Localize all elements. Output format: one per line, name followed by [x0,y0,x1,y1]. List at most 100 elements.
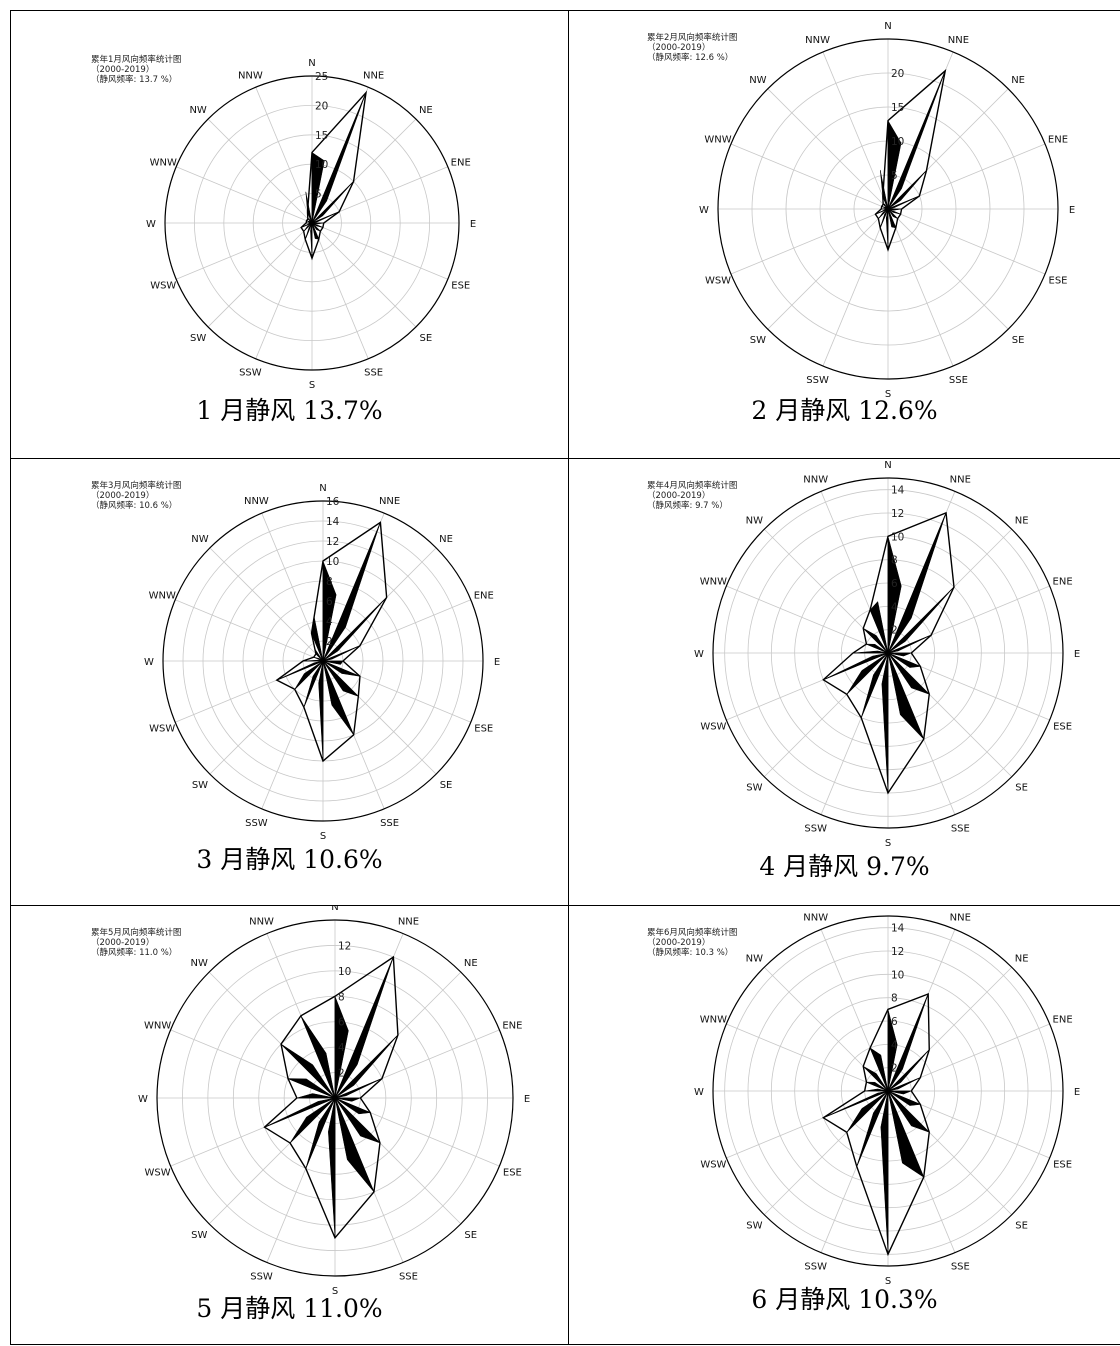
direction-label-N: N [884,906,891,909]
grid-spoke [730,208,889,275]
radial-tick-label: 10 [326,556,339,568]
month-panel-4: 累年4月风向频率统计图 （2000-2019） （静风频率: 9.7 %） 2 4 6 8 1… [568,458,1120,906]
petal-edge [887,195,920,210]
petal-edge [879,208,889,229]
direction-label-WNW: WNW [149,590,176,601]
petal-edge [311,92,367,224]
direction-label-N: N [884,21,891,32]
direction-label-SW: SW [190,333,206,344]
radial-tick-label: 15 [315,130,328,142]
direction-label-WNW: WNW [144,1021,171,1032]
grid-spoke [767,208,889,330]
direction-label-SSE: SSE [380,818,399,829]
calm-wind-caption: 1 月静风 13.7% [196,396,383,425]
direction-label-E: E [524,1094,530,1105]
direction-label-NNE: NNE [363,70,384,81]
direction-label-SW: SW [746,1221,762,1232]
direction-label-ESE: ESE [451,281,470,292]
month-panel-2: 累年2月风向频率统计图 （2000-2019） （静风频率: 12.6 %） 5 10 1… [568,10,1120,459]
grid-spoke [887,208,1009,330]
radial-tick-label: 14 [891,923,905,935]
petal-edge [887,1077,921,1092]
direction-label-W: W [694,1087,704,1098]
calm-wind-caption: 5 月静风 11.0% [196,1294,383,1323]
calm-wind-caption: 4 月静风 9.7% [759,852,930,881]
grid-spoke [726,585,889,654]
petal-edge [280,1043,336,1099]
outer-circle [717,38,1059,380]
radial-tick-label: 2 [891,625,898,637]
chart-calm-note: （静风频率: 10.3 %） [647,948,734,958]
direction-label-ENE: ENE [1053,577,1073,588]
direction-label-SE: SE [1012,335,1025,346]
grid-spoke [207,118,313,224]
direction-label-WNW: WNW [704,135,731,146]
chart-calm-note: （静风频率: 13.7 %） [91,75,178,85]
radial-tick-label: 10 [891,136,904,148]
petal-edge [846,1090,889,1133]
direction-label-SSW: SSW [250,1271,273,1282]
direction-label-E: E [494,657,500,668]
direction-label-W: W [694,649,704,660]
direction-label-NNW: NNW [249,917,274,928]
direction-label-E: E [1074,1087,1080,1098]
direction-label-NNE: NNE [948,35,969,46]
grid-spoke [176,222,313,280]
chart-header: 累年5月风向频率统计图 （2000-2019） （静风频率: 11.0 %） [91,928,181,958]
chart-calm-note: （静风频率: 9.7 %） [647,501,728,511]
petal-edge [322,645,361,662]
calm-wind-caption: 3 月静风 10.6% [196,845,383,874]
radial-tick-label: 4 [326,616,333,628]
chart-header: 累年4月风向频率统计图 （2000-2019） （静风频率: 9.7 %） [647,481,737,511]
center-dot [332,1095,338,1101]
month-panel-5: 累年5月风向频率统计图 （2000-2019） （静风频率: 11.0 %） 2 4 6 8… [10,905,569,1345]
radial-tick-label: 6 [338,1017,345,1029]
month-panel-3: 累年3月风向频率统计图 （2000-2019） （静风频率: 10.6 %） 2 4 6 8… [10,458,569,906]
direction-label-ESE: ESE [474,724,493,735]
radial-tick-label: 5 [891,170,898,182]
petal-edge [860,652,889,718]
grid-spoke [176,166,313,224]
direction-label-SE: SE [1015,783,1028,794]
grid-spoke [209,547,324,662]
grid-spoke [175,599,324,662]
petal-edge [334,1078,383,1099]
radial-tick-label: 2 [891,1063,898,1075]
chart-title: 累年6月风向频率统计图 [647,928,738,938]
radial-tick-label: 12 [891,508,904,520]
direction-label-SSW: SSW [806,375,829,386]
direction-label-NNE: NNE [398,917,419,928]
direction-label-E: E [470,219,476,230]
petal-edge [294,660,324,690]
direction-label-NW: NW [189,105,206,116]
petal-edge [311,633,324,662]
grid-spoke [730,143,889,210]
radial-tick-label: 12 [891,946,904,958]
direction-label-NNW: NNW [244,496,269,507]
direction-label-ENE: ENE [502,1021,522,1032]
chart-subtitle: （2000-2019） [91,491,155,501]
direction-label-NNW: NNW [805,35,830,46]
petal-edge [887,170,927,210]
direction-label-SE: SE [420,333,433,344]
direction-label-NE: NE [1015,515,1029,526]
direction-label-WNW: WNW [700,577,727,588]
petal-edge [334,956,394,1099]
direction-label-NNW: NNW [803,912,828,923]
grid-spoke [311,222,417,328]
radial-tick-label: 12 [338,940,351,952]
direction-label-NNW: NNW [238,70,263,81]
radial-tick-label: 8 [338,991,345,1003]
chart-title: 累年4月风向频率统计图 [647,481,738,491]
radial-tick-label: 6 [891,1016,898,1028]
outer-circle [164,75,460,371]
direction-label-S: S [885,389,891,400]
direction-label-N: N [884,460,891,471]
center-dot [309,220,315,226]
grid-spoke [207,222,313,328]
chart-calm-note: （静风频率: 12.6 %） [647,53,734,63]
wind-petal-S [328,1097,336,1238]
outer-circle [156,919,514,1277]
petal-edge [287,1078,336,1099]
direction-label-SSE: SSE [951,1262,970,1273]
